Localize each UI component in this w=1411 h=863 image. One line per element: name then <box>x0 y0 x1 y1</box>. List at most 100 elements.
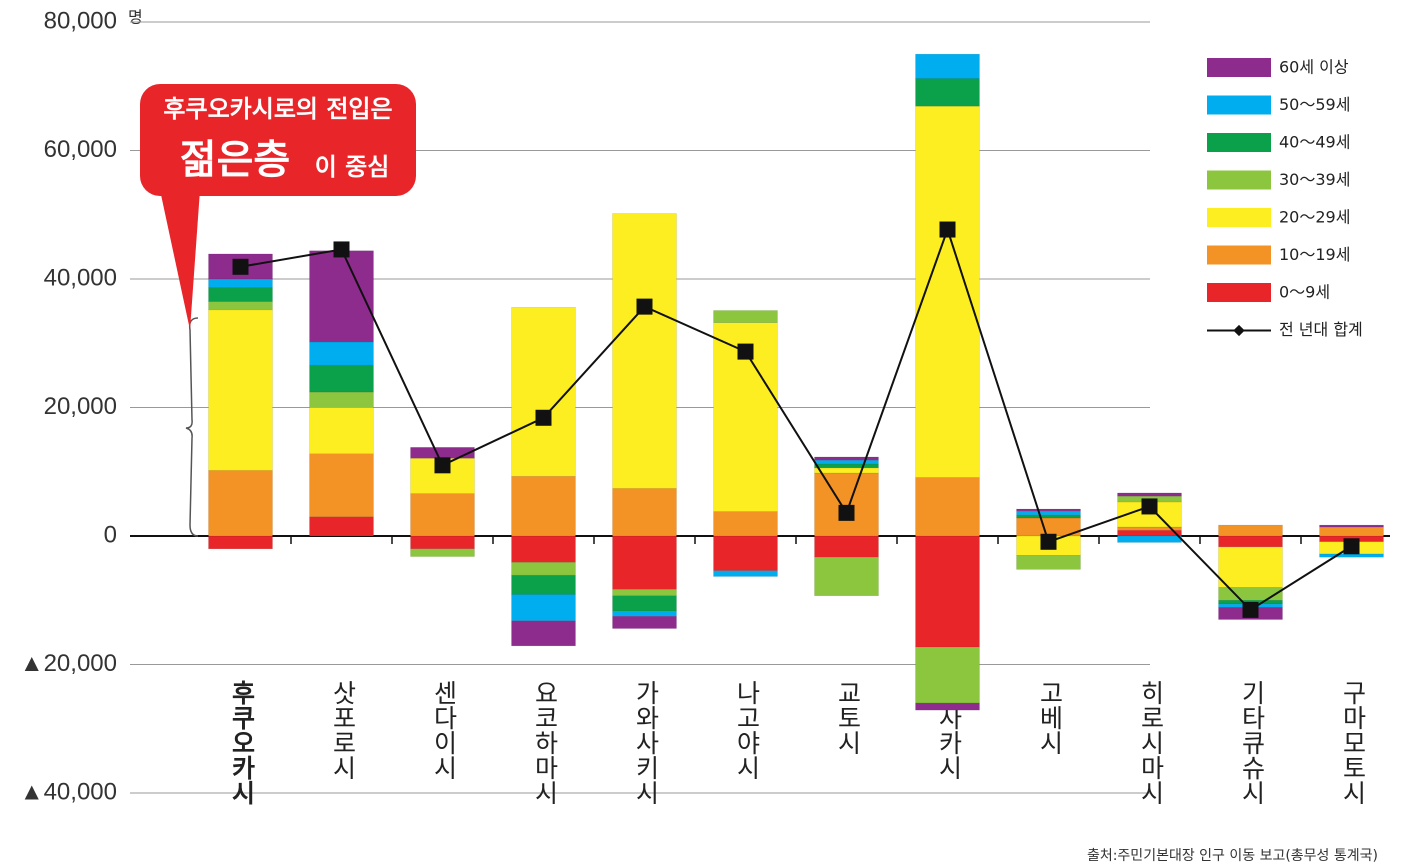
bar-segment <box>309 453 374 517</box>
bar-segment <box>612 595 677 612</box>
legend-label: 0～9세 <box>1279 283 1330 302</box>
total-line <box>240 226 1353 612</box>
total-marker <box>737 343 754 360</box>
y-unit: 명 <box>128 8 143 27</box>
bar-segment <box>511 535 576 563</box>
bar-segment <box>309 391 374 408</box>
x-tick-label: 히로시마시 <box>1137 680 1166 805</box>
y-tick-label: 20,000 <box>44 393 117 420</box>
bar-segment <box>612 488 677 537</box>
bar-segment <box>208 470 273 537</box>
bar-segment <box>1218 587 1283 601</box>
bar-segment <box>208 301 273 311</box>
legend-label: 20～29세 <box>1279 208 1350 227</box>
bar-segment <box>1016 555 1081 570</box>
bar-segment <box>1319 524 1384 528</box>
total-marker <box>939 221 956 238</box>
x-tick-label: 센다이시 <box>430 680 459 780</box>
legend-label: 40～49세 <box>1279 133 1350 152</box>
total-marker <box>535 409 552 426</box>
legend-label: 50～59세 <box>1279 95 1350 114</box>
legend-label: 10～19세 <box>1279 245 1350 264</box>
bar-segment <box>208 309 273 471</box>
bar-segment <box>814 556 879 597</box>
y-tick-label: ▲20,000 <box>20 650 117 677</box>
bar-segment <box>1319 526 1384 537</box>
bar-segment <box>208 535 273 550</box>
total-marker <box>1040 533 1057 550</box>
bar-segment <box>1016 510 1081 516</box>
bar-segment <box>1016 508 1081 512</box>
bar-segment <box>713 511 778 537</box>
bar-segment <box>612 213 677 489</box>
bar-segment <box>814 467 879 474</box>
x-tick-label: 요코하마시 <box>531 680 560 805</box>
total-marker <box>1141 498 1158 515</box>
x-tick-label: 교토시 <box>834 680 863 755</box>
legend-label: 60세 이상 <box>1279 58 1349 77</box>
total-marker <box>232 258 249 275</box>
bar-segment <box>511 307 576 477</box>
bar-segment <box>915 702 980 711</box>
bar-segment <box>309 407 374 455</box>
total-marker <box>1242 601 1259 618</box>
x-tick-label: 나고야시 <box>733 680 762 780</box>
legend-swatch <box>1207 208 1271 227</box>
bar-segment <box>511 594 576 622</box>
bar-segment <box>612 610 677 617</box>
bar-segment <box>612 616 677 629</box>
bar-segment <box>309 341 374 366</box>
callout-text: 이 중심 <box>315 153 390 181</box>
bar-segment <box>713 570 778 577</box>
callout-big: 젊은층 <box>180 137 290 183</box>
bar-segment <box>814 463 879 469</box>
bar-segment <box>612 589 677 597</box>
callout-text: 후쿠오카시로의 전입은 <box>163 95 392 123</box>
bar-segment <box>511 475 576 537</box>
legend-swatch <box>1207 245 1271 265</box>
bar-segment <box>1117 535 1182 543</box>
total-marker <box>434 457 451 474</box>
bar-segment <box>1016 514 1081 519</box>
bar-segment <box>410 493 475 537</box>
bar-segment <box>915 78 980 107</box>
bar-segment <box>208 278 273 288</box>
bar-segment <box>814 535 879 558</box>
bar-segment <box>915 535 980 648</box>
total-marker <box>636 298 653 315</box>
callout-tail <box>160 190 200 330</box>
y-tick-label: 60,000 <box>44 136 117 163</box>
bar-segment <box>814 456 879 461</box>
x-tick-label: 구마모토시 <box>1339 680 1368 805</box>
total-marker <box>333 241 350 258</box>
bar-segment <box>511 574 576 595</box>
y-tick-label: 80,000 <box>44 7 117 34</box>
bar-segment <box>309 364 374 393</box>
bar-segment <box>208 287 273 302</box>
x-tick-label: 후쿠오카시 <box>228 680 257 805</box>
legend-swatch <box>1207 170 1271 190</box>
legend-label: 30～39세 <box>1279 170 1350 189</box>
legend-swatch <box>1207 283 1271 302</box>
y-tick-label: 0 <box>104 521 117 548</box>
bar-segment <box>511 562 576 576</box>
bar-segment <box>713 535 778 571</box>
bar-segment <box>1218 546 1283 588</box>
legend-marker <box>1233 324 1245 337</box>
bar-segment <box>1218 535 1283 548</box>
y-tick-label: ▲40,000 <box>20 778 117 805</box>
bar-segment <box>915 646 980 704</box>
source: 출처:주민기본대장 인구 이동 보고(총무성 통계국) <box>1087 848 1378 863</box>
x-tick-label: 가와사키시 <box>632 680 661 805</box>
callout <box>140 84 416 196</box>
plot: ▲40,000 ▲20,000 0 20,000 40,000 60,000 80,000 후… <box>20 7 1390 805</box>
bar-segment <box>410 548 475 557</box>
bar-segment <box>814 472 879 537</box>
bar-segment <box>410 535 475 550</box>
x-tick-label: 삿포로시 <box>329 680 358 780</box>
bar-segment <box>1117 529 1182 537</box>
bar-segment <box>1117 492 1182 497</box>
legend-swatch <box>1207 95 1271 115</box>
bar-segment <box>309 516 374 537</box>
bar-segment <box>915 477 980 537</box>
